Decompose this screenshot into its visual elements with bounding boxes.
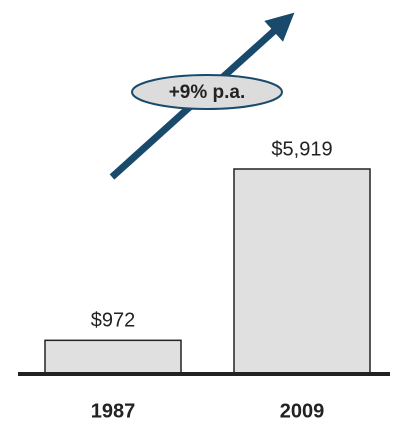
x-tick-label: 2009 (280, 400, 325, 422)
value-label: $972 (91, 310, 136, 332)
annotation: +9% p.a. (169, 82, 246, 103)
annotation-bubble (131, 74, 283, 110)
bar (44, 339, 182, 375)
x-tick-label: 1987 (91, 400, 136, 422)
value-label: $5,919 (271, 138, 332, 160)
bar (233, 168, 371, 375)
